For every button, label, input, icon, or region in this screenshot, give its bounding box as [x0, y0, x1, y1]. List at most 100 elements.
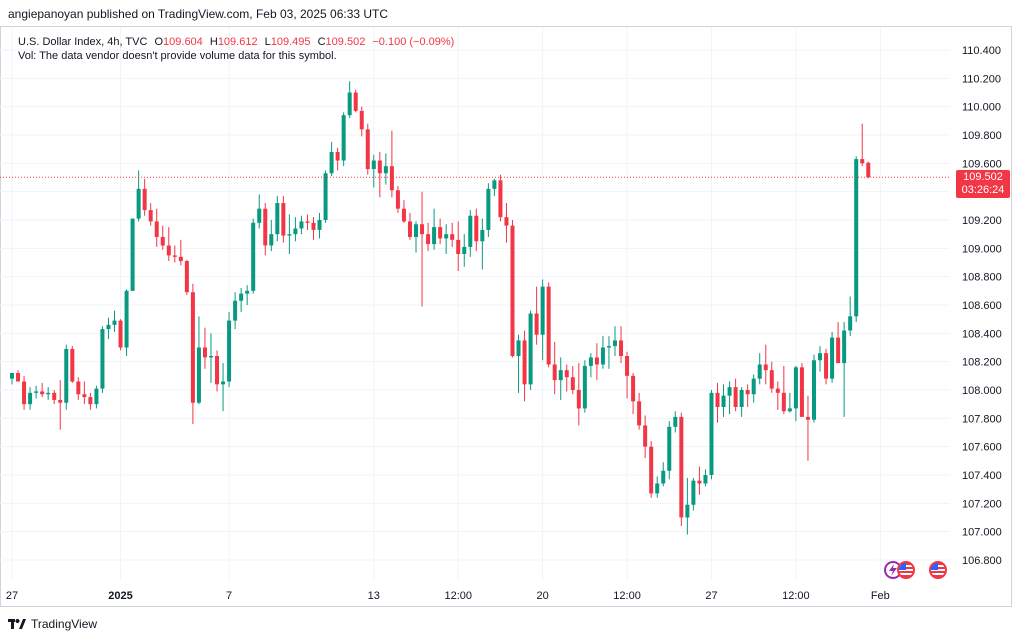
legend-open-value: 109.604 — [163, 36, 203, 48]
candle-body — [28, 392, 33, 405]
candle-body — [88, 397, 93, 405]
candle-body — [685, 504, 690, 518]
candle-body — [124, 290, 129, 348]
candle-body — [625, 356, 630, 376]
candle-body — [631, 375, 636, 402]
candle-body — [22, 381, 27, 405]
candle-body — [474, 215, 479, 242]
candle-body — [510, 225, 515, 356]
legend-change: −0.100 (−0.09%) — [372, 36, 455, 48]
candle-body — [830, 337, 835, 379]
candle-body — [751, 378, 756, 395]
candle-body — [359, 110, 364, 130]
candle-body — [432, 227, 437, 245]
candle-body — [389, 166, 394, 191]
y-tick-label: 110.000 — [962, 102, 1001, 114]
candle-body — [594, 357, 599, 365]
candle-body — [76, 381, 81, 395]
candle-body — [540, 286, 545, 335]
candle-body — [643, 425, 648, 447]
x-tick-label: 13 — [368, 590, 380, 602]
candle-body — [450, 234, 455, 240]
candle-body — [136, 188, 141, 219]
candle-body — [178, 256, 183, 262]
x-tick-label: 20 — [537, 590, 549, 602]
candle-body — [600, 347, 605, 365]
candle-body — [52, 392, 57, 400]
candle-body — [576, 390, 581, 409]
us-flag-icon[interactable] — [897, 561, 915, 579]
candle-body — [347, 92, 352, 116]
candle-body — [94, 388, 99, 405]
candle-body — [546, 286, 551, 365]
tradingview-logo-icon — [8, 618, 26, 630]
legend-symbol[interactable]: U.S. Dollar Index, 4h, TVC — [18, 36, 148, 48]
candle-body — [522, 340, 527, 385]
grid — [0, 27, 950, 580]
candle-body — [637, 401, 642, 426]
candle-body — [335, 152, 340, 161]
candle-body — [293, 228, 298, 235]
candle-body — [40, 391, 45, 395]
candle-body — [854, 159, 859, 317]
candle-body — [697, 480, 702, 484]
candle-body — [775, 388, 780, 393]
candle-body — [395, 190, 400, 209]
candle-body — [383, 166, 388, 174]
candle-body — [118, 320, 123, 348]
y-tick-label: 108.800 — [962, 272, 1002, 284]
candle-body — [866, 162, 871, 178]
candle-body — [763, 364, 768, 371]
candle-body — [691, 480, 696, 505]
candle-body — [251, 222, 256, 291]
candle-body — [715, 392, 720, 407]
legend-low-value: 109.495 — [270, 36, 311, 48]
candle-body — [613, 340, 617, 347]
chart-frame — [0, 26, 1012, 607]
x-tick-label: 27 — [705, 590, 717, 602]
legend-open-label: O — [154, 36, 164, 48]
candle-body — [287, 234, 292, 236]
y-tick-label: 107.000 — [962, 527, 1002, 539]
candle-body — [70, 348, 75, 382]
candle-body — [811, 360, 816, 420]
y-tick-label: 109.000 — [962, 243, 1002, 255]
candle-body — [564, 370, 569, 378]
candle-body — [655, 483, 660, 494]
candle-body — [34, 391, 39, 393]
candle-body — [836, 337, 841, 364]
candle-body — [842, 330, 847, 364]
candle-body — [299, 221, 304, 229]
legend-high-value: 109.612 — [217, 36, 258, 48]
footer-brand[interactable]: TradingView — [8, 617, 97, 631]
x-tick-label: 12:00 — [782, 590, 810, 602]
candle-body — [196, 347, 201, 403]
candle-body — [582, 365, 587, 409]
candle-body — [154, 221, 159, 237]
candle-body — [528, 313, 533, 385]
candle-body — [824, 353, 829, 379]
candle-body — [323, 173, 328, 220]
candle-body — [552, 364, 557, 381]
candle-body — [769, 370, 774, 389]
y-tick-label: 110.200 — [962, 73, 1001, 85]
candle-body — [64, 348, 69, 403]
y-tick-label: 108.200 — [962, 357, 1002, 369]
candle-body — [486, 188, 491, 230]
candle-body — [516, 340, 521, 356]
candle-body — [166, 245, 171, 256]
candle-body — [721, 395, 726, 407]
candle-body — [365, 129, 370, 169]
candle-body — [82, 394, 87, 398]
y-tick-label: 108.400 — [962, 328, 1002, 340]
publisher-line: angiepanoyan published on TradingView.co… — [8, 7, 389, 21]
legend-low-label: L — [264, 36, 271, 48]
legend-high-label: H — [209, 36, 218, 48]
candle-body — [498, 180, 503, 218]
candle-body — [492, 180, 497, 189]
candle-body — [148, 210, 153, 222]
us-flag-icon[interactable] — [929, 561, 947, 579]
y-tick-label: 106.800 — [962, 555, 1002, 567]
candle-body — [818, 353, 823, 361]
